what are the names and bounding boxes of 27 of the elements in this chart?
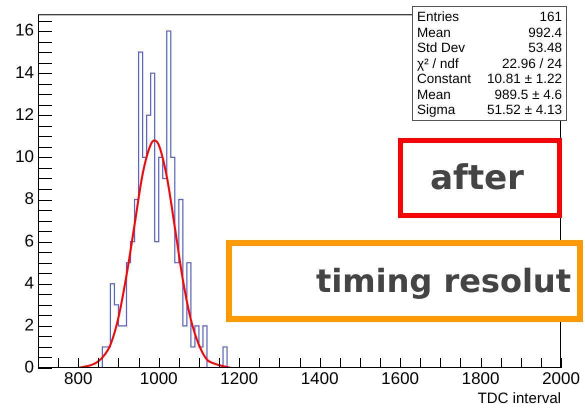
x-tick-label: 1400	[300, 368, 339, 388]
text: Std Dev 53.48	[417, 40, 562, 55]
y-tick-label: 8	[24, 189, 34, 208]
y-tick-label: 6	[24, 231, 34, 250]
x-axis-title: TDC interval	[478, 390, 561, 407]
y-tick-label: 14	[15, 62, 34, 82]
text: Mean 992.4	[417, 24, 562, 40]
text: χ² / ndf 22.96 / 24	[417, 56, 562, 70]
text: Sigma 51.52 ± 4.13	[417, 102, 562, 117]
x-tick-label: 800	[64, 368, 92, 388]
x-tick-label: 1600	[381, 368, 419, 388]
x-tick-label: 1800	[462, 368, 500, 388]
y-tick-label: 2	[24, 316, 34, 335]
y-tick-label: 0	[24, 358, 34, 377]
x-tick-label: 2000	[542, 368, 580, 388]
line-series	[77, 140, 232, 368]
y-tick-label: 4	[24, 273, 34, 292]
y-tick-label: 10	[15, 147, 34, 166]
annotation: timing resolut	[226, 240, 583, 322]
annotation: Constant 10.81 ± 1.22	[417, 71, 562, 86]
y-tick-label: 12	[15, 104, 34, 124]
text: Mean 989.5 ± 4.6	[417, 86, 562, 102]
x-tick-label: 1000	[140, 368, 178, 388]
annotation: after	[398, 138, 562, 218]
text: Entries 161	[417, 9, 562, 24]
y-tick-label: 16	[15, 20, 34, 40]
x-tick-label: 1200	[220, 368, 258, 388]
